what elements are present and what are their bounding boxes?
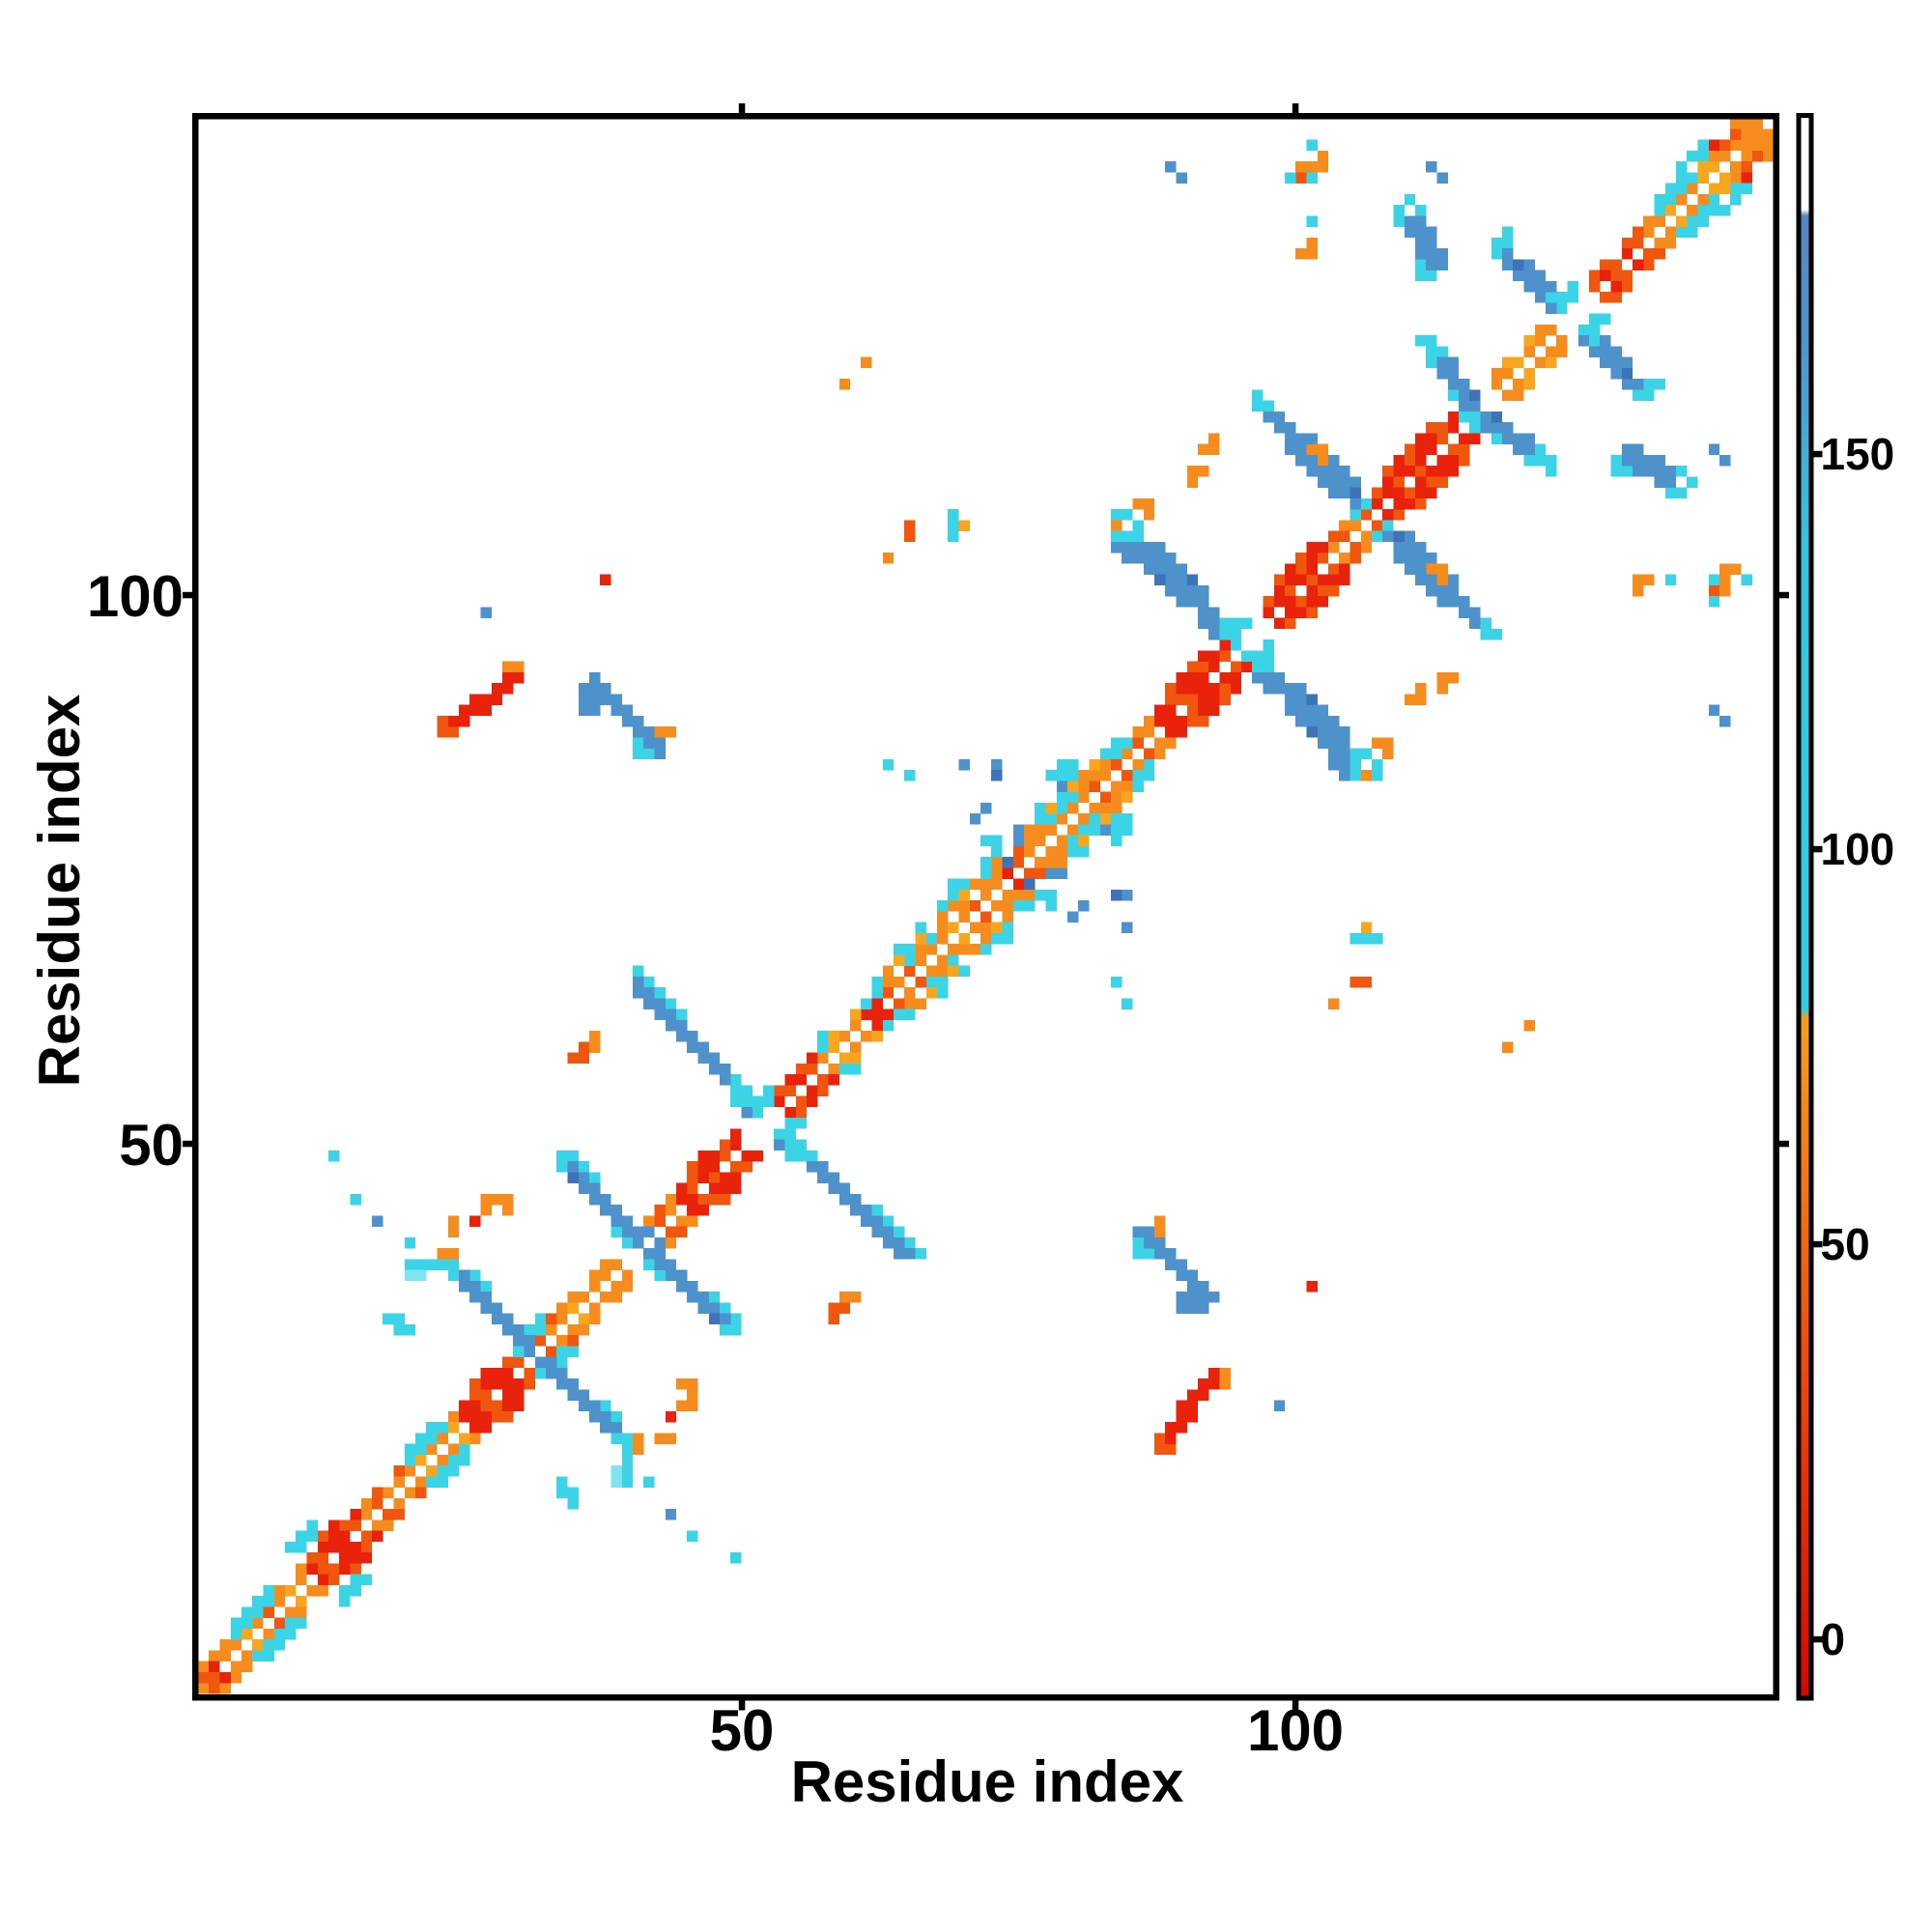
- svg-text:50: 50: [119, 1113, 184, 1178]
- svg-text:50: 50: [710, 1698, 775, 1763]
- svg-text:100: 100: [1247, 1698, 1344, 1763]
- svg-text:Residue index: Residue index: [27, 695, 92, 1088]
- svg-text:100: 100: [1821, 824, 1895, 874]
- svg-text:50: 50: [1821, 1219, 1870, 1269]
- svg-text:Residue index: Residue index: [791, 1749, 1184, 1814]
- svg-text:100: 100: [87, 564, 184, 629]
- svg-text:150: 150: [1821, 429, 1895, 479]
- svg-text:0: 0: [1821, 1614, 1846, 1664]
